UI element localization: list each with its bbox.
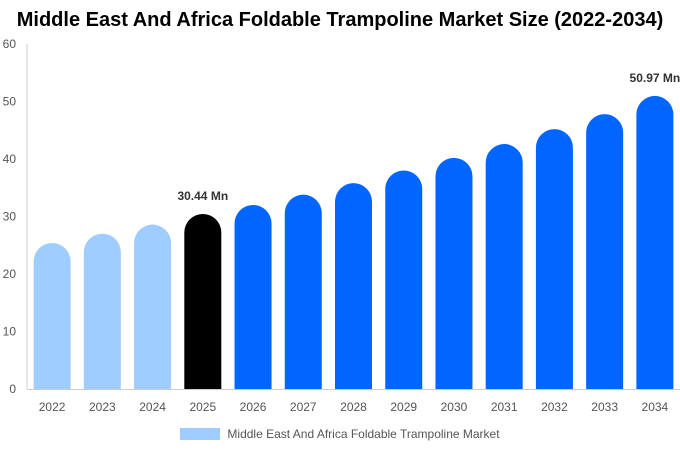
x-tick-label: 2026 bbox=[240, 400, 267, 414]
bar-2030[interactable] bbox=[435, 157, 473, 389]
y-tick-label: 0 bbox=[9, 382, 16, 396]
data-label: 50.97 Mn bbox=[630, 71, 680, 85]
x-tick-label: 2030 bbox=[441, 400, 468, 414]
y-tick-label: 20 bbox=[3, 267, 17, 281]
legend-swatch bbox=[180, 428, 221, 440]
x-tick-label: 2022 bbox=[39, 400, 66, 414]
bar-2023[interactable] bbox=[83, 233, 121, 389]
y-tick-label: 60 bbox=[3, 37, 17, 51]
chart-title: Middle East And Africa Foldable Trampoli… bbox=[16, 9, 664, 31]
y-tick-label: 10 bbox=[3, 325, 17, 339]
bar-2029[interactable] bbox=[385, 170, 423, 390]
x-tick-label: 2033 bbox=[591, 400, 618, 414]
bar-2026[interactable] bbox=[234, 205, 272, 389]
bar-2028[interactable] bbox=[335, 183, 372, 389]
legend[interactable]: Middle East And Africa Foldable Trampoli… bbox=[0, 425, 680, 443]
data-labels-group: 30.44 Mn 50.97 Mn bbox=[177, 71, 680, 203]
data-label: 30.44 Mn bbox=[177, 189, 228, 203]
x-tick-label: 2034 bbox=[642, 400, 669, 414]
x-tick-label: 2027 bbox=[290, 400, 317, 414]
bar-2032[interactable] bbox=[535, 129, 573, 389]
bar-2024[interactable] bbox=[134, 224, 172, 389]
bar-2025[interactable] bbox=[184, 213, 222, 389]
x-axis: 2022 2023 2024 2025 2026 2027 2028 2029 2030 2031… bbox=[27, 389, 680, 414]
bar-2027[interactable] bbox=[284, 194, 322, 389]
x-tick-label: 2032 bbox=[541, 400, 568, 414]
bar-2031[interactable] bbox=[485, 144, 523, 389]
y-axis: 0 10 20 30 40 50 60 bbox=[3, 37, 28, 396]
bars-group bbox=[33, 95, 674, 390]
y-tick-label: 40 bbox=[3, 152, 17, 166]
x-tick-label: 2031 bbox=[491, 400, 518, 414]
bar-2033[interactable] bbox=[586, 114, 624, 389]
x-tick-label: 2024 bbox=[139, 400, 166, 414]
x-tick-label: 2029 bbox=[390, 400, 417, 414]
bar-2022[interactable] bbox=[33, 242, 71, 389]
x-tick-label: 2028 bbox=[340, 400, 367, 414]
bar-2034[interactable] bbox=[636, 95, 674, 389]
x-tick-label: 2023 bbox=[89, 400, 116, 414]
legend-label: Middle East And Africa Foldable Trampoli… bbox=[227, 427, 500, 441]
x-tick-label: 2025 bbox=[189, 400, 216, 414]
y-tick-label: 30 bbox=[3, 210, 17, 224]
y-tick-label: 50 bbox=[3, 95, 17, 109]
